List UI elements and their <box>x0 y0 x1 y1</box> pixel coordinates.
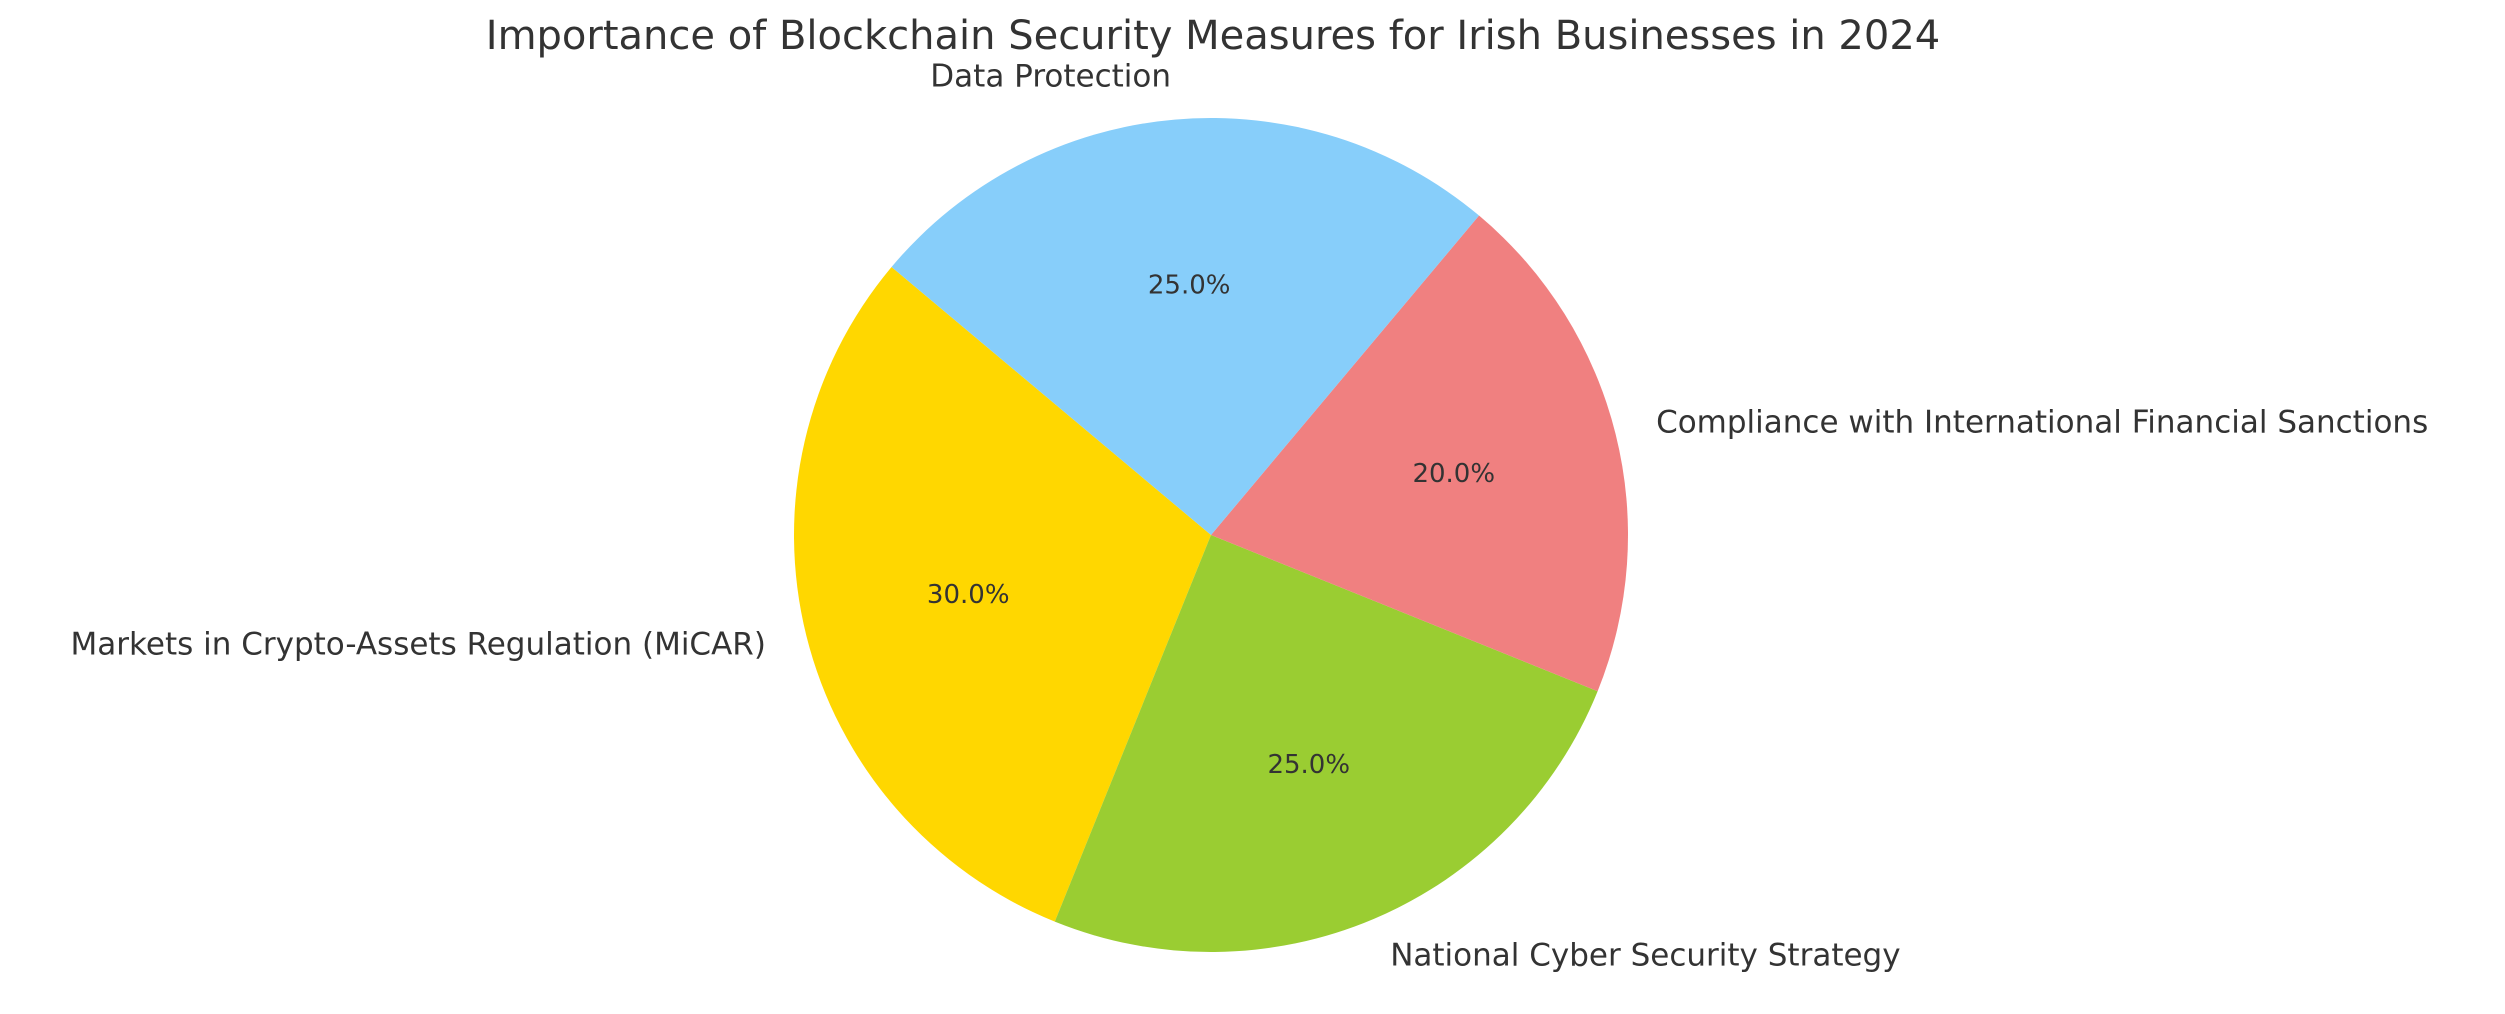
slice-label: Compliance with International Financial … <box>1656 405 2428 441</box>
slice-label: Data Protection <box>930 59 1171 95</box>
percent-label: 25.0% <box>1267 750 1350 780</box>
chart-title: Importance of Blockchain Security Measur… <box>486 13 1940 59</box>
slice-label: National Cyber Security Strategy <box>1390 938 1900 974</box>
percent-label: 30.0% <box>927 580 1010 610</box>
pie-slice <box>1211 215 1628 692</box>
pie-slice <box>793 266 1211 922</box>
percent-label: 20.0% <box>1412 459 1495 489</box>
pie-slice <box>891 117 1480 535</box>
pie-slice <box>1054 535 1598 953</box>
slice-label: Markets in Crypto-Assets Regulation (MiC… <box>71 626 766 662</box>
percent-label: 25.0% <box>1148 270 1231 300</box>
